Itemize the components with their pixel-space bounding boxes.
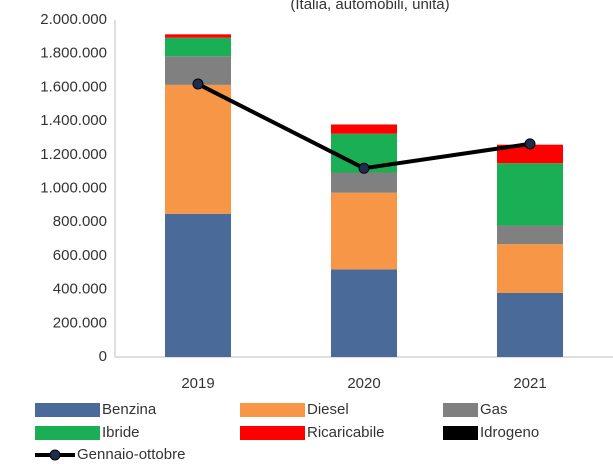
legend-swatch <box>35 426 100 440</box>
x-tick-label: 2021 <box>513 375 546 392</box>
y-tick-label: 2.000.000 <box>40 11 107 28</box>
legend-label: Idrogeno <box>480 424 539 441</box>
bar-segment <box>165 34 231 38</box>
y-tick-label: 1.400.000 <box>40 112 107 129</box>
legend-swatch <box>35 403 100 417</box>
bar-segment <box>497 244 563 293</box>
bar-segment <box>331 172 397 193</box>
y-tick-label: 600.000 <box>53 247 107 264</box>
y-tick-label: 1.000.000 <box>40 179 107 196</box>
y-tick-label: 1.600.000 <box>40 78 107 95</box>
legend-swatch <box>443 403 478 417</box>
bar-segment <box>331 269 397 357</box>
y-tick-label: 800.000 <box>53 213 107 230</box>
legend-marker <box>49 449 61 461</box>
legend-swatch <box>443 426 478 440</box>
x-tick-label: 2020 <box>347 375 380 392</box>
legend-label: Benzina <box>102 401 157 418</box>
chart-subtitle: (Italia, automobili, unità) <box>290 0 449 13</box>
bar-segment <box>497 292 563 357</box>
legend-label: Ibride <box>102 424 140 441</box>
line-marker <box>358 162 370 174</box>
bar-segment <box>331 124 397 134</box>
legend-swatch <box>240 426 305 440</box>
y-tick-label: 1.800.000 <box>40 45 107 62</box>
legend-swatch <box>240 403 305 417</box>
y-tick-label: 1.200.000 <box>40 146 107 163</box>
line-marker <box>192 78 204 90</box>
bar-segment <box>497 163 563 226</box>
bar-segment <box>165 37 231 57</box>
line-marker <box>524 138 536 150</box>
bar-segment <box>497 225 563 245</box>
x-tick-label: 2019 <box>181 375 214 392</box>
legend-label: Diesel <box>307 401 349 418</box>
bar-segment <box>497 144 563 164</box>
y-tick-label: 400.000 <box>53 281 107 298</box>
bar-segment <box>331 192 397 270</box>
legend-label: Gas <box>480 401 508 418</box>
legend-label: Gennaio-ottobre <box>77 446 185 463</box>
y-tick-label: 200.000 <box>53 314 107 331</box>
bar-segment <box>165 213 231 357</box>
y-tick-label: 0 <box>99 348 107 365</box>
legend-label: Ricaricabile <box>307 424 385 441</box>
bar-segment <box>165 84 231 214</box>
